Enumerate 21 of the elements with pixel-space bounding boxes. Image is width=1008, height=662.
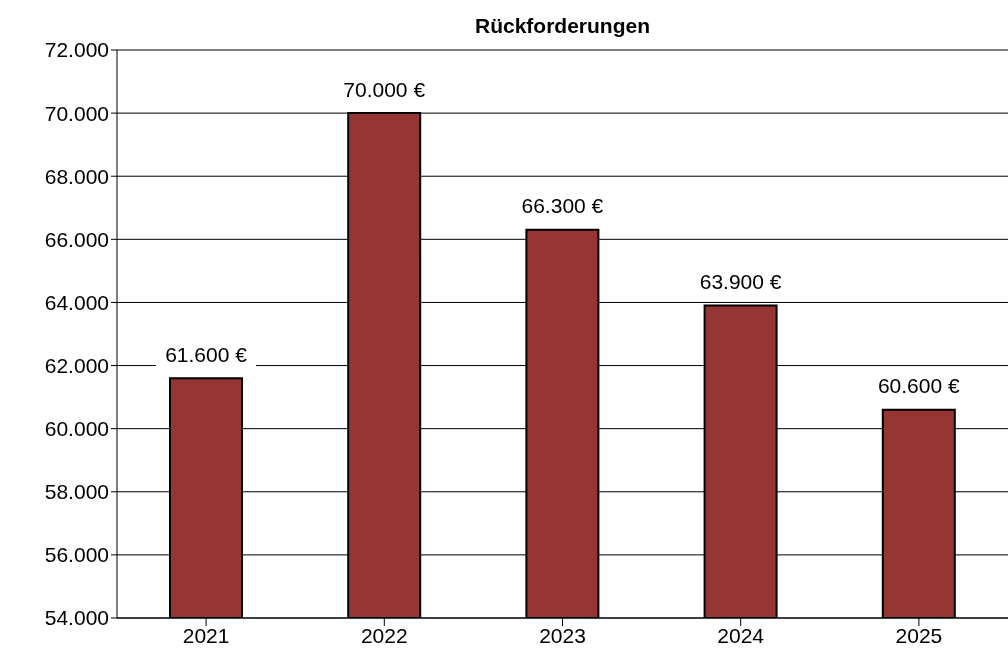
x-tick-label: 2025 — [895, 623, 943, 647]
y-tick-label: 72.000 — [44, 38, 109, 62]
data-label: 66.300 € — [521, 194, 604, 218]
data-label: 63.900 € — [699, 270, 782, 294]
y-tick-label: 56.000 — [44, 543, 109, 567]
y-tick-label: 60.000 — [44, 417, 109, 441]
chart-title: Rückforderungen — [474, 14, 651, 38]
y-tick-label: 70.000 — [44, 101, 109, 125]
y-tick-label: 64.000 — [44, 290, 109, 314]
x-tick-label: 2021 — [182, 623, 230, 647]
y-tick-label: 58.000 — [44, 480, 109, 504]
y-tick-label: 62.000 — [44, 354, 109, 378]
x-tick-label: 2022 — [360, 623, 408, 647]
y-tick-label: 66.000 — [44, 227, 109, 251]
data-label: 60.600 € — [877, 374, 960, 398]
data-label: 70.000 € — [343, 77, 426, 101]
y-tick-label: 68.000 — [44, 164, 109, 188]
y-tick-label: 54.000 — [44, 606, 109, 630]
x-tick-label: 2024 — [717, 623, 765, 647]
data-label: 61.600 € — [165, 342, 248, 366]
x-tick-label: 2023 — [539, 623, 586, 647]
